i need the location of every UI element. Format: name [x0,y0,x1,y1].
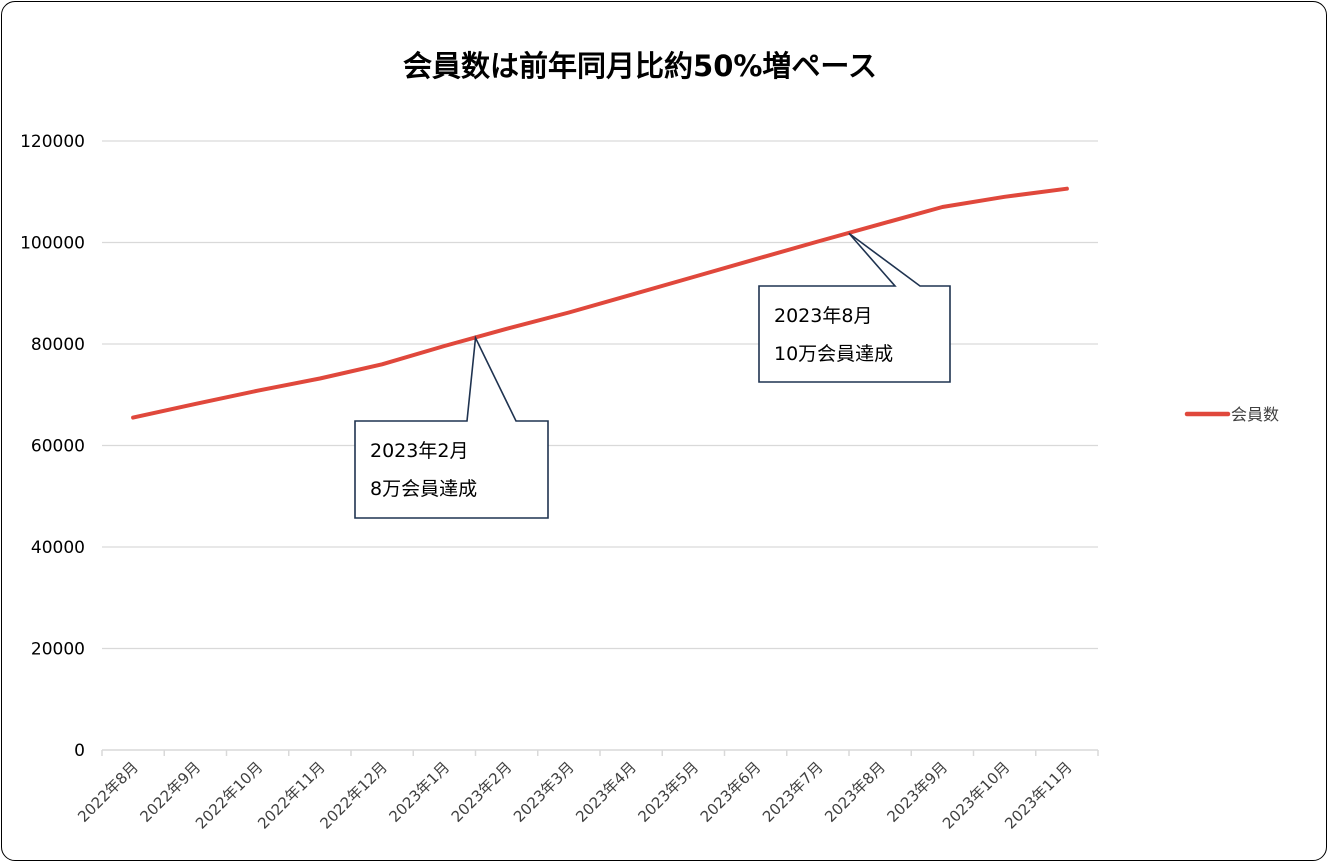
axes: 0 20000 40000 60000 80000 100000 120000 2022年8月… [20,132,1099,833]
x-tick-label: 2023年1月 [386,758,454,826]
x-tick-label: 2023年9月 [884,758,952,826]
y-tick-label: 40000 [31,538,85,558]
x-tick-label: 2023年2月 [448,758,516,826]
x-tick-label: 2023年4月 [572,758,640,826]
callouts: 2023年2月 8万会員達成 2023年8月 10万会員達成 [354,232,951,519]
x-tick-label: 2023年3月 [510,758,578,826]
y-tick-label: 80000 [31,335,85,355]
callout-box [758,232,951,383]
callout-box [354,335,549,519]
callout-text: 2023年8月 [774,305,872,327]
x-tick-label: 2023年7月 [759,758,827,826]
series [131,186,1069,420]
y-tick-label: 20000 [31,640,85,660]
callout-text: 10万会員達成 [774,343,893,365]
x-tick-label: 2022年9月 [137,758,205,826]
legend-label: 会員数 [1231,405,1279,424]
gridlines [102,140,1098,650]
y-tick-label: 60000 [31,437,85,457]
callout-text: 2023年2月 [370,440,468,462]
callout-text: 8万会員達成 [370,478,477,500]
x-tick-label: 2023年8月 [821,758,889,826]
x-tick-label: 2023年6月 [697,758,765,826]
x-tick-label: 2023年11月 [1001,758,1075,832]
series-line [131,186,1069,420]
x-tick-label: 2022年8月 [74,758,142,826]
x-tick-label: 2023年5月 [635,758,703,826]
y-tick-label: 120000 [20,132,85,152]
legend: 会員数 [1184,405,1279,424]
y-tick-label: 100000 [20,234,85,254]
x-tick-label: 2022年12月 [317,758,391,832]
chart-title: 会員数は前年同月比約50%増ペース [403,49,877,83]
y-tick-label: 0 [74,741,85,761]
